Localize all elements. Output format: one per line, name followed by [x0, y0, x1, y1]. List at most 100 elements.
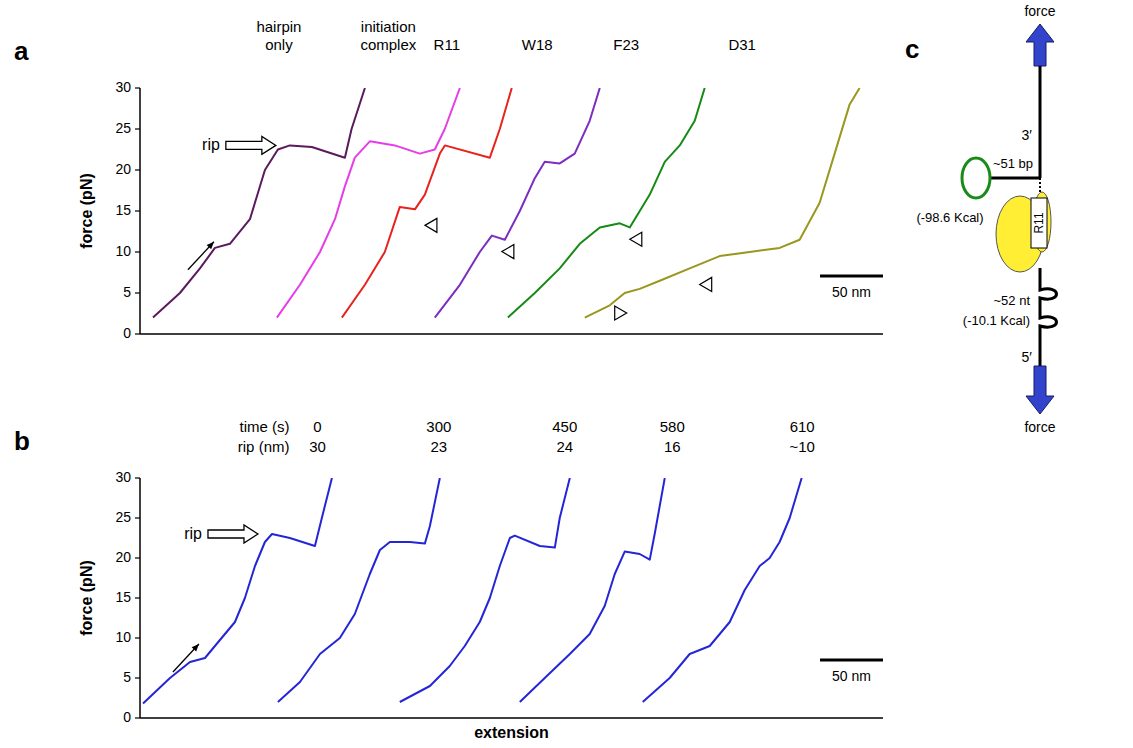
series-label-line: F23	[613, 36, 639, 53]
time-value: 0	[313, 418, 321, 435]
hairpin-length: ~51 bp	[993, 156, 1033, 171]
diagram-c: cforce3′~51 bp(-98.6 Kcal)R11~52 nt(-10.…	[905, 3, 1057, 435]
rip-value: 30	[309, 438, 326, 455]
y-tick	[135, 637, 140, 638]
series-label: initiationcomplex	[360, 18, 416, 53]
force-arrow	[1026, 24, 1054, 66]
step-marker	[425, 218, 437, 232]
panel-a: a051015202530force (pN)hairpinonlyinitia…	[14, 18, 883, 341]
rip-arrow	[226, 136, 276, 154]
y-tick	[135, 128, 140, 129]
series-label-line: R11	[434, 36, 460, 53]
trace	[143, 478, 332, 704]
y-axis-title: force (pN)	[78, 560, 95, 636]
series-label: hairpinonly	[256, 18, 301, 53]
y-tick-label: 25	[115, 509, 131, 525]
y-tick-label: 10	[115, 629, 131, 645]
trace	[153, 88, 365, 318]
time-value: 300	[426, 418, 451, 435]
series-label: F23	[613, 36, 639, 53]
series-label-line: hairpin	[256, 18, 301, 35]
y-tick	[135, 517, 140, 518]
y-tick	[135, 557, 140, 558]
trace	[400, 478, 570, 702]
y-tick-label: 20	[115, 161, 131, 177]
y-tick	[135, 333, 140, 334]
y-tick	[135, 597, 140, 598]
pull-arrow-head	[207, 242, 214, 250]
y-tick	[135, 87, 140, 88]
step-marker	[700, 277, 712, 291]
series-label-line: W18	[522, 36, 553, 53]
y-tick-label: 5	[123, 669, 131, 685]
panel-b: b051015202530force (pN)extension03030023…	[14, 418, 883, 741]
rip-value: ~10	[789, 438, 814, 455]
trace	[277, 88, 460, 318]
protein-box	[1031, 198, 1047, 248]
series-label-line: only	[265, 36, 293, 53]
pull-arrow-head	[192, 644, 199, 652]
y-tick-label: 0	[123, 709, 131, 725]
y-tick	[135, 169, 140, 170]
rip-value: 16	[664, 438, 681, 455]
scale-bar	[820, 275, 883, 278]
x-axis-title: extension	[474, 724, 549, 741]
y-tick	[135, 251, 140, 252]
hairpin-energy: (-98.6 Kcal)	[916, 210, 983, 225]
y-tick-label: 15	[115, 589, 131, 605]
pull-arrow	[173, 644, 199, 672]
strand	[1039, 66, 1042, 178]
time-header: time (s)	[239, 418, 289, 435]
hairpin-loop	[962, 158, 990, 198]
trace	[435, 88, 600, 318]
figure: a 0 5 10 15 20 25 30 force (pN) hairpinonly initia…	[0, 0, 1133, 748]
panel-letter: a	[14, 36, 29, 66]
step-marker	[502, 245, 514, 259]
hairpin-stem	[990, 177, 1040, 180]
series-label-line: initiation	[361, 18, 416, 35]
trace	[278, 478, 440, 702]
force-label: force	[1024, 419, 1055, 435]
trace	[508, 88, 705, 318]
y-tick-label: 10	[115, 243, 131, 259]
series-label: D31	[728, 36, 756, 53]
series-label: W18	[522, 36, 553, 53]
pull-arrow	[188, 242, 214, 270]
trace	[342, 88, 512, 318]
y-tick-label: 0	[123, 325, 131, 341]
rip-arrow	[208, 525, 258, 543]
y-tick-label: 25	[115, 120, 131, 136]
scale-bar-label: 50 nm	[832, 668, 871, 684]
scale-bar	[820, 659, 883, 662]
y-tick-label: 5	[123, 284, 131, 300]
y-tick	[135, 292, 140, 293]
rip-header: rip (nm)	[238, 438, 290, 455]
time-value: 450	[552, 418, 577, 435]
y-tick-label: 30	[115, 79, 131, 95]
protein-label: R11	[1032, 212, 1046, 233]
series-label-line: complex	[360, 36, 416, 53]
y-tick	[135, 717, 140, 718]
scale-bar-label: 50 nm	[832, 284, 871, 300]
panel-letter: c	[905, 34, 919, 64]
y-tick-label: 30	[115, 469, 131, 485]
x-axis	[140, 717, 883, 719]
y-tick-label: 15	[115, 202, 131, 218]
marks	[153, 88, 860, 318]
force-arrow	[1026, 366, 1054, 414]
y-tick	[135, 677, 140, 678]
y-tick	[135, 477, 140, 478]
rip-value: 24	[556, 438, 573, 455]
ssrna-length: ~52 nt	[993, 293, 1030, 308]
force-label: force	[1024, 3, 1055, 19]
ssrna	[1040, 268, 1057, 366]
time-value: 610	[790, 418, 815, 435]
step-marker	[630, 232, 642, 246]
trace	[643, 478, 802, 702]
series-label-line: D31	[728, 36, 756, 53]
end-label: 5′	[1022, 349, 1033, 365]
y-tick	[135, 210, 140, 211]
rip-label: rip	[184, 525, 202, 542]
step-marker	[615, 306, 627, 320]
panel-letter: b	[14, 426, 30, 456]
